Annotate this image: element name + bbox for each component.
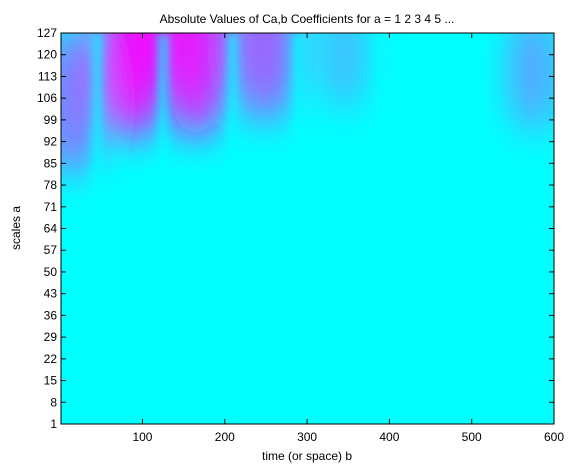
intensity-peak <box>509 33 554 135</box>
y-axis-label: scales a <box>9 206 23 250</box>
x-tick-label: 600 <box>544 430 564 444</box>
intensity-peak <box>100 33 165 143</box>
intensity-peak <box>164 33 228 140</box>
y-tick-label: 29 <box>44 330 58 344</box>
y-tick-label: 85 <box>44 156 58 170</box>
x-tick-label: 100 <box>132 430 152 444</box>
y-tick-label: 43 <box>44 287 58 301</box>
y-tick-label: 15 <box>44 374 58 388</box>
x-axis: 100 200 300 400 500 600 <box>132 33 564 444</box>
x-axis-label: time (or space) b <box>262 449 352 463</box>
y-tick-label: 106 <box>37 91 57 105</box>
y-tick-label: 113 <box>38 69 57 83</box>
y-tick-label: 36 <box>44 308 58 322</box>
y-tick-label: 120 <box>37 48 57 62</box>
chart-title: Absolute Values of Ca,b Coefficients for… <box>160 12 455 26</box>
ridges <box>93 33 484 424</box>
intensity-peak <box>238 33 294 125</box>
x-tick-label: 400 <box>379 430 399 444</box>
y-tick-label: 99 <box>44 113 58 127</box>
intensity-peak <box>61 33 99 178</box>
y-tick-label: 50 <box>44 265 58 279</box>
heatmap <box>61 33 554 424</box>
y-tick-label: 92 <box>44 135 58 149</box>
y-tick-label: 57 <box>44 243 58 257</box>
intensity-peaks <box>61 33 554 178</box>
y-tick-label: 22 <box>44 352 58 366</box>
y-tick-label: 1 <box>50 417 57 431</box>
y-tick-label: 8 <box>50 395 57 409</box>
y-tick-label: 127 <box>37 26 57 40</box>
x-tick-label: 200 <box>215 430 235 444</box>
intensity-peak <box>321 33 367 113</box>
x-tick-label: 300 <box>297 430 317 444</box>
y-axis: 1 8 15 22 29 36 43 50 57 64 71 78 85 92 99 106 113 120 127 <box>37 26 554 431</box>
x-tick-label: 500 <box>462 430 482 444</box>
y-tick-label: 71 <box>44 200 58 214</box>
y-tick-label: 78 <box>44 178 58 192</box>
y-tick-label: 64 <box>44 222 58 236</box>
